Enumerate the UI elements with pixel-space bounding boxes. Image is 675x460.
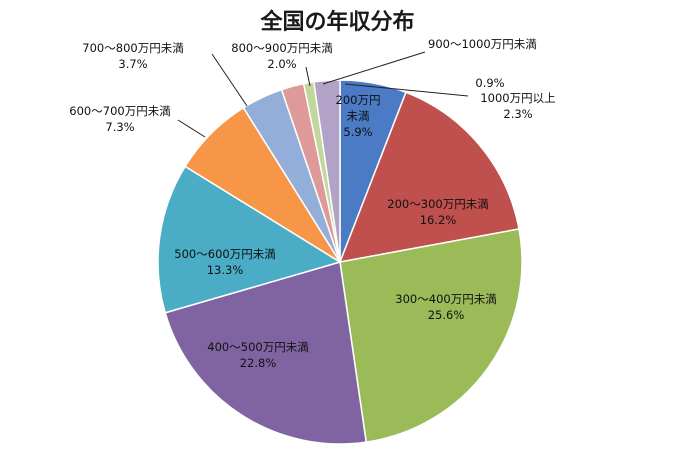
slice-percent-label: 2.0% <box>267 57 296 71</box>
slice-percent-label: 7.3% <box>105 120 134 134</box>
slice-label: 200〜300万円未満 <box>387 197 488 211</box>
leader-line <box>211 53 248 107</box>
slice-label: 200万円 <box>336 93 381 107</box>
slice-percent-label: 22.8% <box>240 356 277 370</box>
slice-percent-label: 13.3% <box>207 263 244 277</box>
slice-label: 600〜700万円未満 <box>69 104 170 118</box>
slice-label: 800〜900万円未満 <box>231 41 332 55</box>
slice-percent-label: 2.3% <box>503 107 532 121</box>
slice-label: 900〜1000万円未満 <box>428 37 537 51</box>
slice-percent-label: 5.9% <box>343 125 372 139</box>
leader-line <box>322 51 426 85</box>
slice-label: 未満 <box>347 109 370 123</box>
slice-percent-label: 16.2% <box>420 213 457 227</box>
chart-title: 全国の年収分布 <box>260 10 415 35</box>
slice-label: 500〜600万円未満 <box>174 247 275 261</box>
slice-percent-label: 0.9% <box>475 76 504 90</box>
pie-slice <box>164 261 368 445</box>
pie-slice <box>339 228 523 443</box>
leader-line <box>305 66 311 87</box>
slice-label: 300〜400万円未満 <box>395 292 496 306</box>
slice-percent-label: 25.6% <box>428 308 465 322</box>
slice-label: 1000万円以上 <box>480 91 555 105</box>
slice-percent-label: 3.7% <box>118 57 147 71</box>
pie-slice <box>312 79 341 263</box>
leader-line <box>344 83 469 97</box>
pie-slice <box>338 91 520 263</box>
slice-label: 700〜800万円未満 <box>82 41 183 55</box>
pie-slice <box>157 165 342 314</box>
leader-line <box>177 119 206 138</box>
slice-label: 400〜500万円未満 <box>207 340 308 354</box>
